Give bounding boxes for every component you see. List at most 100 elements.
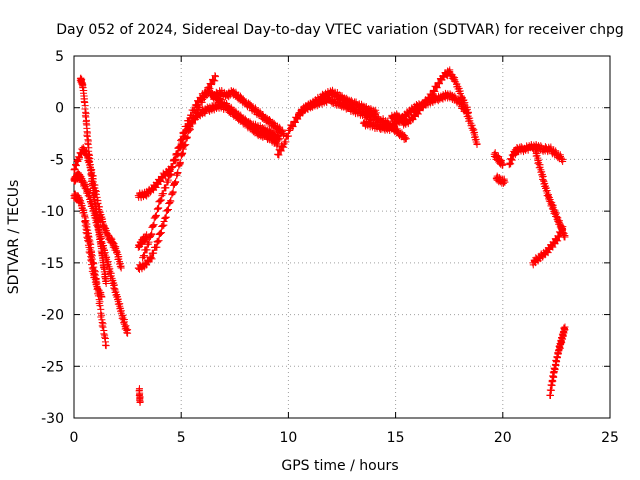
data-point — [159, 190, 167, 198]
data-point — [152, 211, 160, 219]
data-point — [499, 161, 507, 169]
x-tick-label: 20 — [494, 430, 512, 446]
data-point — [464, 109, 472, 117]
data-point — [101, 331, 109, 339]
data-point — [86, 249, 94, 257]
data-point — [274, 140, 282, 148]
data-point — [96, 302, 104, 310]
y-axis-label: SDTVAR / TECUs — [6, 180, 22, 295]
data-point — [435, 80, 443, 88]
data-point — [552, 212, 560, 220]
data-point — [468, 121, 476, 129]
y-tick-label: -5 — [50, 152, 64, 168]
y-tick-label: 5 — [55, 49, 64, 65]
data-point — [232, 109, 240, 117]
data-point — [559, 155, 567, 163]
data-point — [211, 72, 219, 80]
data-point — [162, 184, 170, 192]
data-point — [425, 95, 433, 103]
data-point — [84, 234, 92, 242]
series-track — [546, 323, 569, 399]
data-point — [136, 398, 144, 406]
y-tick-label: 0 — [55, 101, 64, 117]
data-point — [149, 222, 157, 230]
data-point — [155, 204, 163, 212]
series-track — [134, 231, 151, 251]
x-tick-label: 25 — [601, 430, 619, 446]
data-point — [88, 169, 96, 177]
data-point — [99, 323, 107, 331]
series-track — [531, 145, 569, 241]
data-point — [150, 249, 158, 257]
series-track — [139, 100, 282, 262]
data-point — [102, 342, 110, 350]
data-point — [473, 140, 481, 148]
data-point — [92, 190, 100, 198]
data-point — [271, 135, 279, 143]
data-point — [164, 176, 172, 184]
data-point — [165, 206, 173, 214]
data-point — [160, 217, 168, 225]
data-point — [212, 73, 220, 81]
data-point — [171, 180, 179, 188]
data-point — [108, 235, 116, 243]
y-tick-label: -30 — [41, 411, 64, 427]
data-point — [559, 223, 567, 231]
data-point — [81, 222, 89, 230]
data-point — [124, 329, 132, 337]
series-track — [295, 86, 380, 118]
data-point — [402, 135, 410, 143]
grid-lines — [74, 56, 610, 418]
series-track — [387, 66, 472, 129]
data-point — [75, 154, 83, 162]
data-point — [498, 161, 506, 169]
series-track — [209, 86, 288, 139]
x-tick-label: 0 — [70, 430, 79, 446]
series-track — [529, 223, 567, 269]
plot-frame — [73, 55, 611, 419]
data-point — [84, 140, 92, 148]
data-point — [186, 123, 194, 131]
data-point — [81, 98, 89, 106]
data-point — [147, 254, 155, 262]
data-point — [505, 161, 513, 169]
data-points — [70, 66, 569, 406]
data-point — [88, 261, 96, 269]
data-point — [176, 158, 184, 166]
data-point — [150, 221, 158, 229]
series-track — [492, 172, 509, 187]
data-point — [167, 170, 175, 178]
data-point — [71, 166, 79, 174]
data-point — [155, 237, 163, 245]
data-point — [81, 217, 89, 225]
y-tick-label: -10 — [41, 204, 64, 220]
data-point — [204, 84, 212, 92]
series-track — [81, 217, 106, 301]
data-point — [83, 132, 91, 140]
data-point — [148, 230, 156, 238]
data-point — [177, 151, 185, 159]
data-point — [72, 162, 80, 170]
data-point — [146, 254, 154, 262]
data-point — [181, 132, 189, 140]
y-tick-label: -15 — [41, 256, 64, 272]
data-point — [102, 280, 110, 288]
x-axis-label: GPS time / hours — [281, 458, 398, 474]
data-point — [169, 162, 177, 170]
data-point — [157, 196, 165, 204]
data-point — [372, 109, 380, 117]
data-point — [207, 81, 215, 89]
data-point — [276, 135, 284, 143]
data-point — [100, 330, 108, 338]
data-point — [201, 94, 209, 102]
series-track — [135, 385, 144, 406]
x-tick-label: 5 — [177, 430, 186, 446]
data-point — [289, 123, 297, 131]
data-point — [169, 188, 177, 196]
data-point — [158, 229, 166, 237]
data-point — [167, 197, 175, 205]
data-point — [145, 258, 153, 266]
data-point — [81, 146, 89, 154]
data-point — [166, 199, 174, 207]
chart-title: Day 052 of 2024, Sidereal Day-to-day VTE… — [56, 22, 624, 38]
